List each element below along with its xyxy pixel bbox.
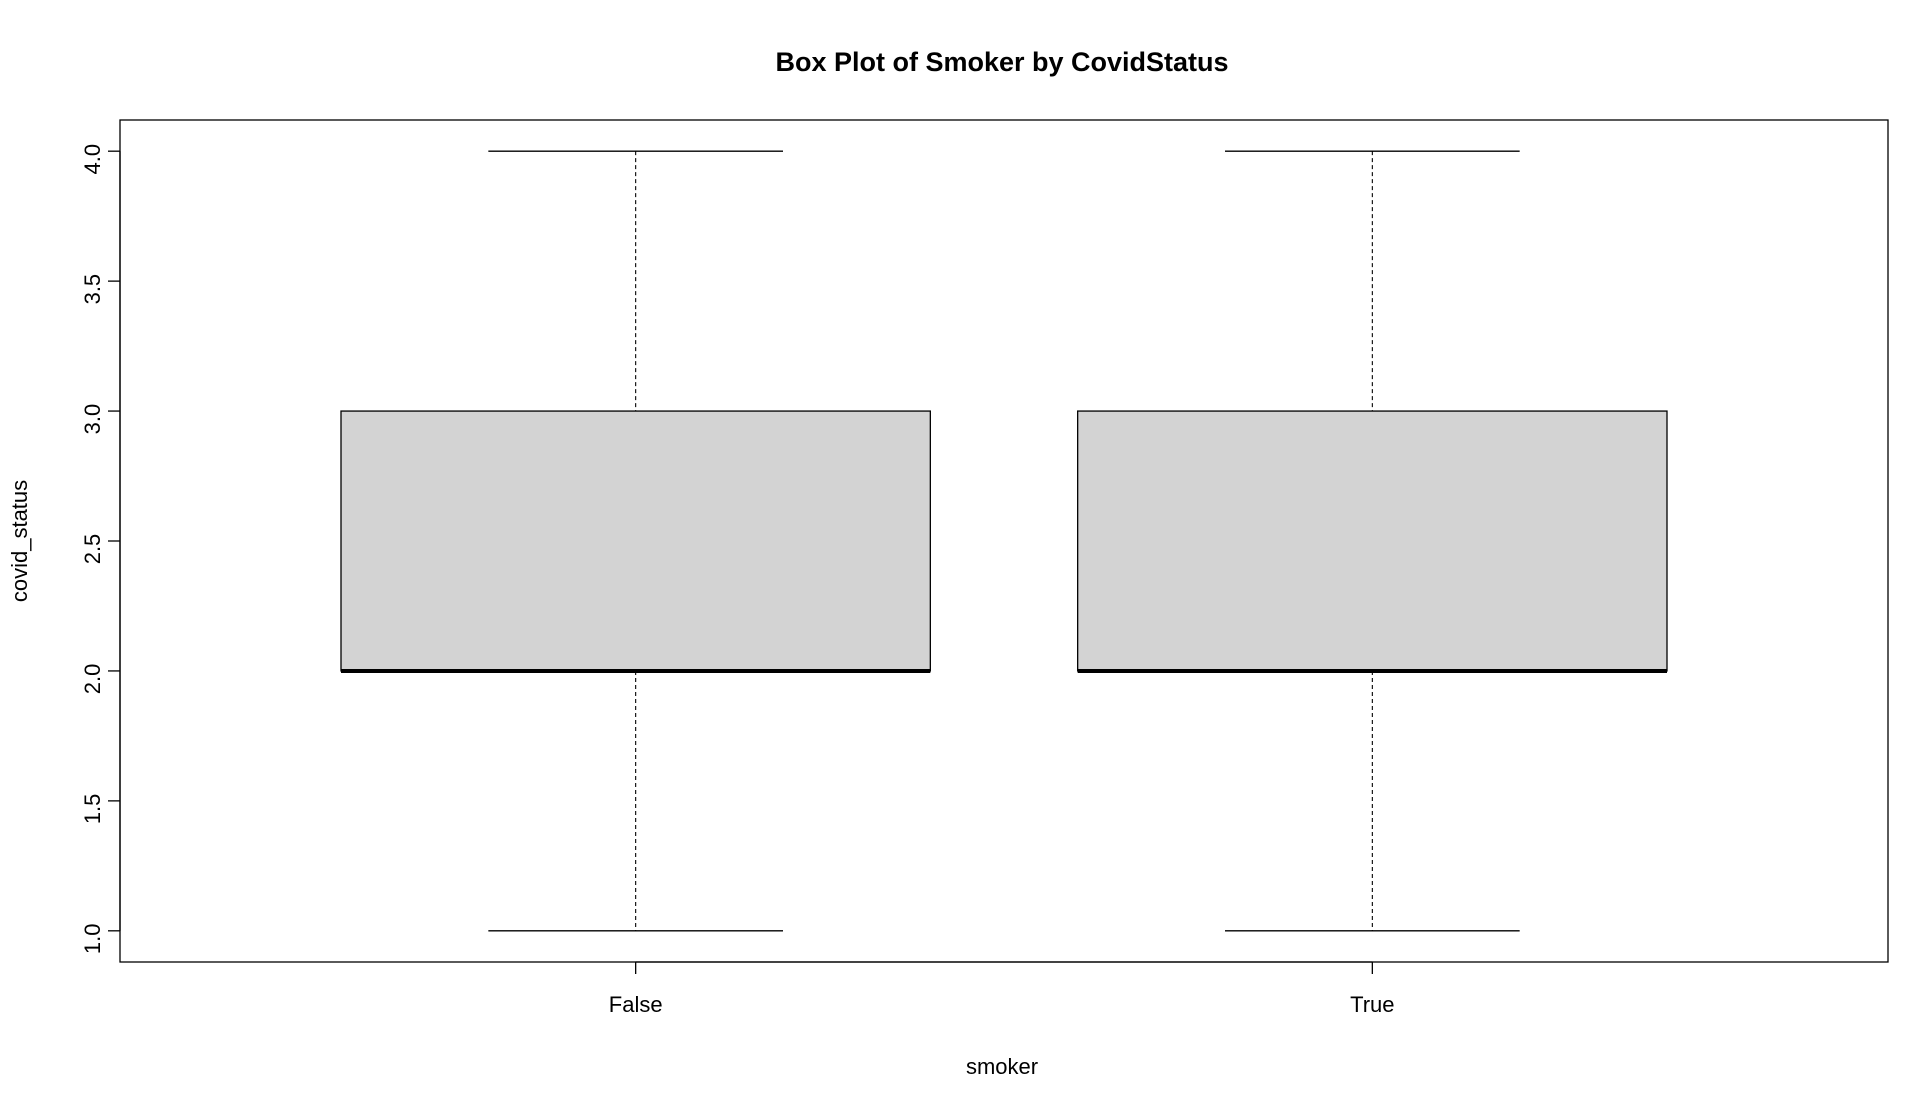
x-axis-label: smoker — [966, 1054, 1038, 1079]
x-tick-label: True — [1350, 992, 1394, 1017]
y-tick-label: 1.0 — [80, 924, 105, 955]
box-true — [1077, 150, 1668, 932]
y-tick-label: 3.5 — [80, 274, 105, 305]
y-tick-label: 3.0 — [80, 404, 105, 435]
x-tick-label: False — [609, 992, 663, 1017]
iqr-box — [340, 410, 931, 672]
y-tick-label: 1.5 — [80, 794, 105, 825]
iqr-box — [1077, 410, 1668, 672]
x-axis: False True — [609, 961, 1395, 1017]
chart-title: Box Plot of Smoker by CovidStatus — [775, 47, 1228, 77]
y-tick-label: 2.0 — [80, 664, 105, 695]
y-axis: 1.0 1.5 2.0 2.5 3.0 3.5 4.0 — [80, 144, 121, 955]
y-tick-label: 2.5 — [80, 534, 105, 565]
box-series — [340, 150, 1668, 932]
y-axis-label: covid_status — [7, 480, 32, 602]
y-tick-label: 4.0 — [80, 144, 105, 175]
box-false — [340, 150, 931, 932]
